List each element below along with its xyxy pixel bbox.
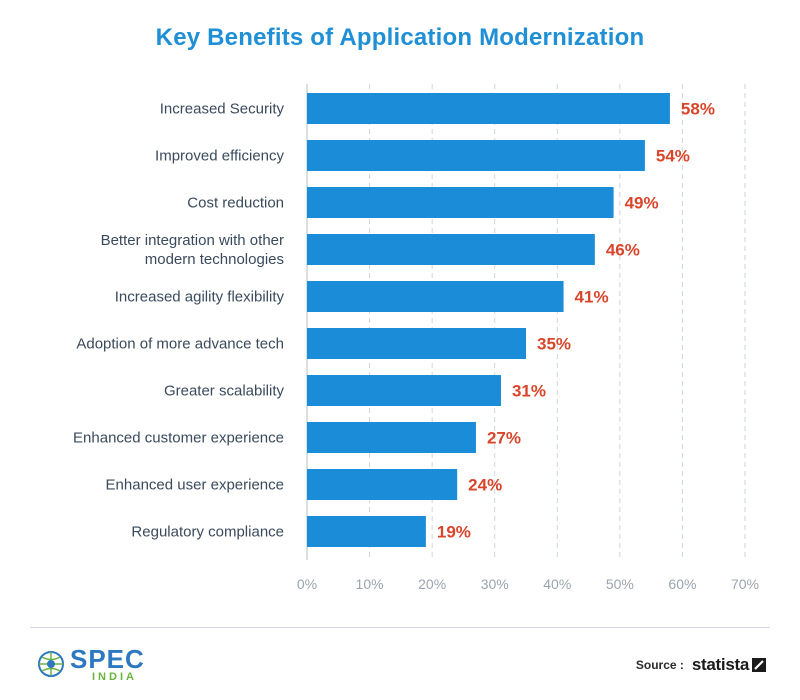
value-label: 54% [656, 147, 690, 166]
x-tick-label: 20% [418, 576, 446, 592]
category-label: Increased Security [160, 101, 285, 118]
value-label: 58% [681, 100, 715, 119]
x-tick-label: 10% [356, 576, 384, 592]
value-label: 24% [468, 476, 502, 495]
source-credit: Source : statista [636, 654, 766, 676]
value-label: 41% [575, 288, 609, 307]
value-label: 19% [437, 523, 471, 542]
category-label: Adoption of more advance tech [76, 336, 284, 353]
footer-divider [30, 627, 770, 628]
source-label: Source : [635, 658, 684, 672]
category-label: Enhanced user experience [106, 477, 284, 494]
bar [307, 469, 458, 500]
logo-subtext: INDIA [92, 671, 137, 683]
bar [307, 422, 476, 453]
value-label: 31% [512, 382, 546, 401]
x-tick-label: 70% [731, 576, 759, 592]
x-tick-label: 30% [481, 576, 509, 592]
x-tick-label: 40% [543, 576, 571, 592]
bar [307, 281, 564, 312]
bar [307, 234, 595, 265]
globe-logo-icon [38, 651, 64, 677]
value-label: 49% [625, 194, 659, 213]
category-label: Better integration with other modern tech… [101, 232, 284, 268]
value-label: 35% [537, 335, 571, 354]
category-label: Greater scalability [164, 383, 285, 400]
bar [307, 375, 501, 406]
value-label: 46% [606, 241, 640, 260]
category-label: Increased agility flexibility [115, 289, 285, 306]
bar [307, 187, 614, 218]
statista-icon [752, 658, 766, 672]
spec-india-logo: SPEC INDIA [34, 645, 164, 685]
bar [307, 93, 670, 124]
category-label: Improved efficiency [155, 148, 284, 165]
source-brand: statista [691, 655, 749, 674]
bar [307, 140, 645, 171]
bar [307, 516, 426, 547]
bar-chart: 0% 10% 20% 30% 40% 50% 60% 70% 58% Increased Secu… [73, 84, 759, 592]
chart-title: Key Benefits of Application Modernizatio… [155, 24, 645, 51]
bar [307, 328, 526, 359]
x-tick-label: 50% [606, 576, 634, 592]
value-label: 27% [487, 429, 521, 448]
category-label: Regulatory compliance [131, 524, 284, 541]
logo-text: SPEC [70, 644, 145, 674]
category-label: Cost reduction [187, 195, 284, 212]
x-tick-label: 60% [668, 576, 696, 592]
x-tick-label: 0% [297, 576, 317, 592]
category-label: Enhanced customer experience [73, 430, 284, 447]
